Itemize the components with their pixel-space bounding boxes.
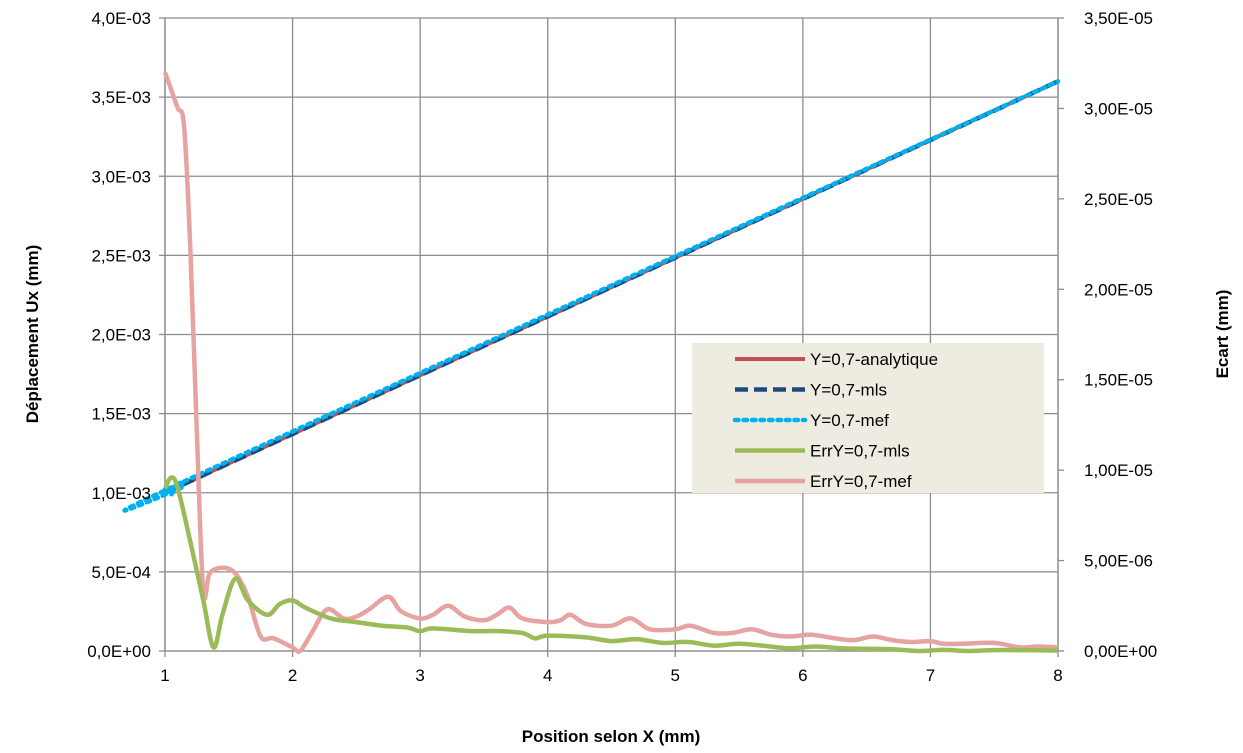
series-line-3 — [163, 475, 1059, 654]
y2-tick-label: 3,50E-05 — [1084, 9, 1153, 28]
x-tick-label: 5 — [671, 666, 680, 685]
grid — [159, 17, 1064, 657]
y-tick-label: 3,5E-03 — [91, 88, 151, 107]
y2-tick-label: 5,00E-06 — [1084, 552, 1153, 571]
y-axis-title: Déplacement Ux (mm) — [23, 245, 42, 424]
x-tick-label: 6 — [798, 666, 807, 685]
y-tick-label: 4,0E-03 — [91, 9, 151, 28]
x-tick-label: 3 — [415, 666, 424, 685]
legend: Y=0,7-analytique Y=0,7-mls Y=0,7-mef ErrY=0… — [692, 343, 1044, 493]
series-line-2 — [122, 79, 1061, 513]
x-tick-label: 8 — [1053, 666, 1062, 685]
legend-label: ErrY=0,7-mef — [810, 472, 912, 491]
right-axis-series — [162, 71, 1059, 654]
y-tick-label: 0,0E+00 — [87, 642, 151, 661]
y2-tick-label: 1,00E-05 — [1084, 461, 1153, 480]
tick-labels: 1 2 3 4 5 6 7 8 0,0E+00 5,0E-04 1,0E-03 1,5E-03 2,0E… — [87, 9, 1157, 685]
x-tick-label: 7 — [926, 666, 935, 685]
x-axis-title: Position selon X (mm) — [522, 727, 701, 746]
y2-tick-label: 2,50E-05 — [1084, 190, 1153, 209]
y-tick-label: 5,0E-04 — [91, 563, 151, 582]
y2-axis-title: Ecart (mm) — [1213, 290, 1232, 379]
y2-tick-label: 0,00E+00 — [1084, 642, 1157, 661]
series-line-4 — [162, 71, 1059, 654]
legend-label: Y=0,7-mef — [810, 411, 889, 430]
legend-label: Y=0,7-mls — [810, 381, 887, 400]
x-tick-label: 4 — [543, 666, 552, 685]
y-tick-label: 3,0E-03 — [91, 167, 151, 186]
y-tick-label: 2,5E-03 — [91, 246, 151, 265]
y2-tick-label: 3,00E-05 — [1084, 99, 1153, 118]
x-tick-label: 1 — [160, 666, 169, 685]
left-axis-series — [122, 79, 1061, 513]
y2-tick-label: 2,00E-05 — [1084, 280, 1153, 299]
legend-label: ErrY=0,7-mls — [810, 442, 910, 461]
y2-tick-label: 1,50E-05 — [1084, 371, 1153, 390]
legend-label: Y=0,7-analytique — [810, 350, 938, 369]
y-tick-label: 2,0E-03 — [91, 326, 151, 345]
y-tick-label: 1,0E-03 — [91, 484, 151, 503]
x-tick-label: 2 — [288, 666, 297, 685]
y-tick-label: 1,5E-03 — [91, 405, 151, 424]
legend-box — [692, 343, 1044, 493]
